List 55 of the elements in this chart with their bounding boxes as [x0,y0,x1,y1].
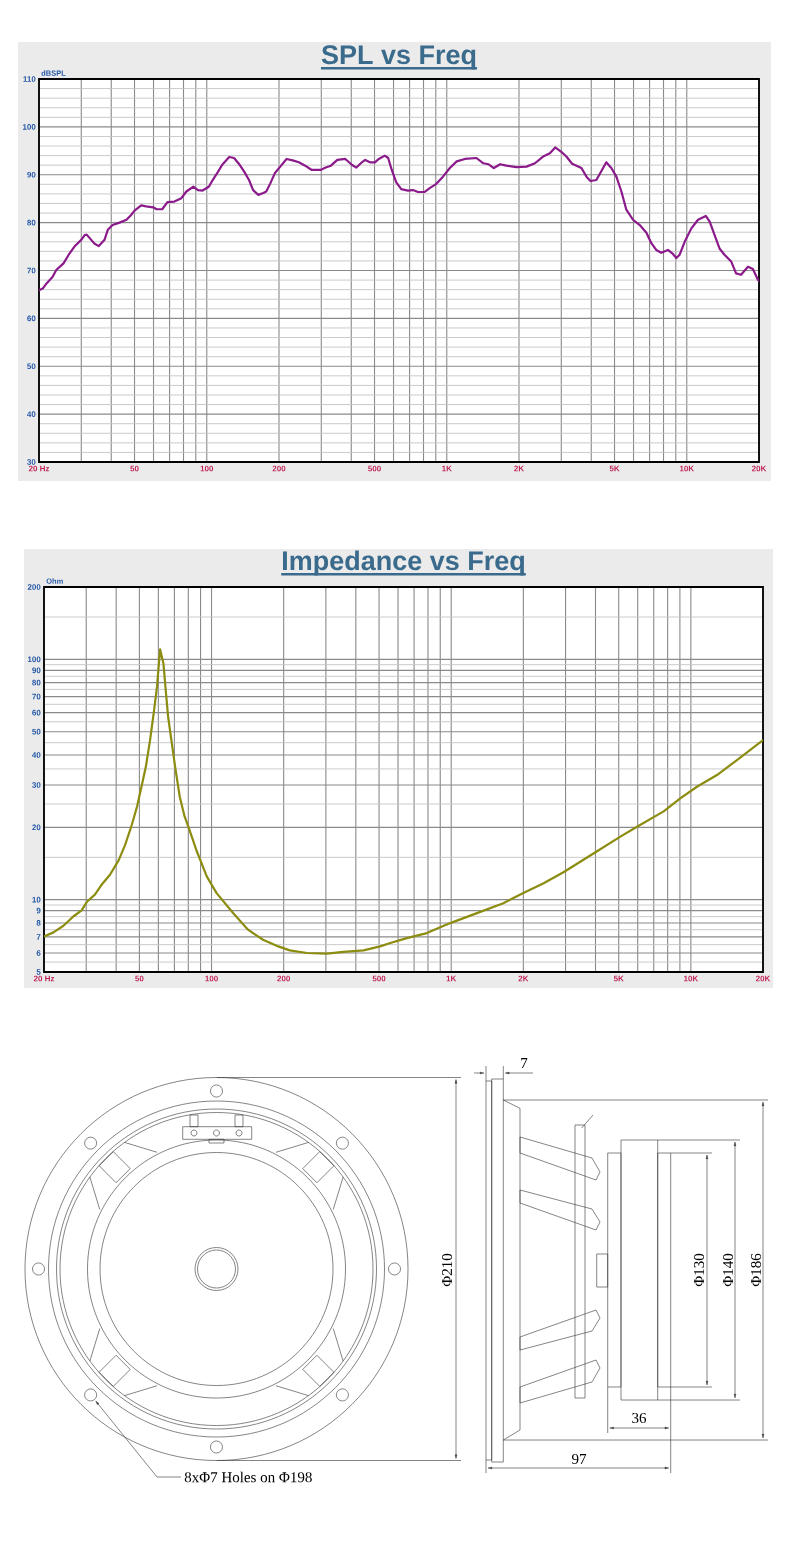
text: Φ140 [722,1253,734,1287]
text: 97 [571,1453,587,1465]
text: 36 [632,1412,647,1424]
x-tick-label: 1K [442,465,452,472]
x-tick-label: 50 [130,465,139,472]
y-tick-label: 60 [27,315,36,322]
x-tick-label: 20K [755,975,771,982]
x-tick-label: 200 [272,465,286,472]
x-tick-label: 2K [514,465,525,472]
x-tick-label: 50 [135,975,144,982]
y-tick-label: 20 [32,824,41,831]
y-tick-label: 7 [36,934,41,940]
y-tick-label: 40 [32,752,41,758]
y-tick-label: 90 [27,171,36,178]
y-tick-label: 5 [36,969,41,975]
x-tick-label: 200 [277,975,291,982]
x-tick-label: 5K [609,465,620,472]
y-tick-label: 110 [23,76,36,82]
y-tick-label: 40 [27,411,36,417]
x-tick-label: 10K [684,975,699,982]
chart-title: Impedance vs Freq [283,550,524,576]
y-tick-label: 200 [27,584,41,590]
y-tick-label: 100 [27,656,41,663]
y-tick-label: 90 [32,667,41,674]
x-tick-label: 20 Hz [33,975,55,982]
x-tick-label: 500 [372,975,386,982]
x-tick-label: 2K [518,975,529,982]
x-tick-label: 500 [368,465,381,472]
y-tick-label: 50 [27,363,36,370]
y-tick-label: 30 [27,459,36,465]
chart-title: SPL vs Freq [321,45,476,70]
y-tick-label: 8 [36,920,41,926]
x-tick-label: 20K [751,465,767,472]
y-tick-label: 80 [27,219,36,226]
y-tick-label: 100 [22,124,36,130]
x-tick-label: 1K [446,975,457,982]
y-tick-label: 60 [32,709,41,716]
x-tick-label: 10K [679,465,695,472]
x-tick-label: 20 Hz [28,465,50,472]
text: 7 [521,1058,528,1068]
x-tick-label: 100 [200,465,214,472]
text: Φ210 [441,1253,453,1287]
text: Φ130 [693,1253,705,1287]
y-tick-label: 6 [36,950,41,956]
y-tick-label: 10 [32,896,41,903]
y-tick-label: 30 [32,782,41,788]
y-tick-label: 50 [32,728,41,735]
text: Φ186 [750,1253,762,1287]
y-tick-label: 70 [27,267,36,274]
y-tick-label: 9 [36,907,41,914]
x-tick-label: 100 [205,975,218,982]
y-tick-label: 80 [32,679,41,686]
x-tick-label: 5K [613,975,624,982]
text: 8xΦ7 Holes on Φ198 [184,1471,312,1483]
y-tick-label: 70 [32,693,41,700]
